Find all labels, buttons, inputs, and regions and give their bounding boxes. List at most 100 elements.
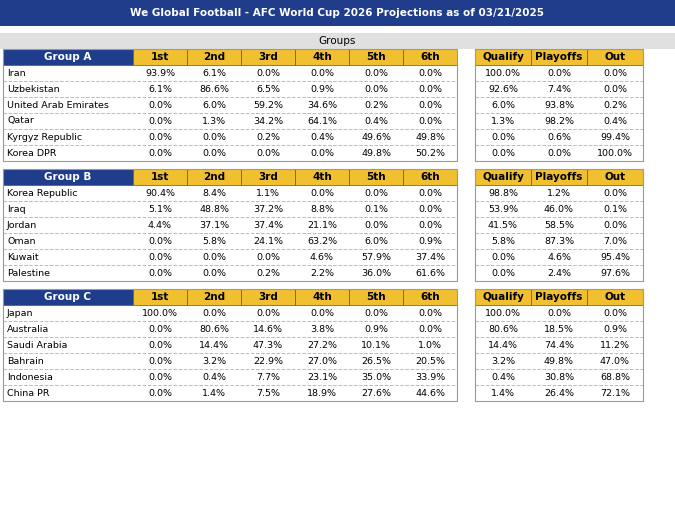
Text: 33.9%: 33.9% bbox=[415, 373, 445, 381]
Text: Qualify: Qualify bbox=[482, 52, 524, 62]
Text: 93.9%: 93.9% bbox=[145, 68, 175, 78]
Text: 0.0%: 0.0% bbox=[310, 189, 334, 197]
Bar bbox=[457, 145, 475, 161]
Text: Out: Out bbox=[604, 172, 626, 182]
Bar bbox=[241, 289, 295, 305]
Text: 0.0%: 0.0% bbox=[547, 308, 571, 317]
Text: 0.0%: 0.0% bbox=[256, 148, 280, 157]
Text: 4th: 4th bbox=[312, 172, 332, 182]
Text: 0.0%: 0.0% bbox=[603, 189, 627, 197]
Text: 80.6%: 80.6% bbox=[488, 325, 518, 333]
Text: 26.5%: 26.5% bbox=[361, 356, 391, 366]
Bar bbox=[457, 385, 475, 401]
Text: 92.6%: 92.6% bbox=[488, 84, 518, 93]
Bar bbox=[3, 305, 672, 321]
Text: 6.0%: 6.0% bbox=[202, 101, 226, 109]
Bar bbox=[457, 49, 475, 65]
Text: 100.0%: 100.0% bbox=[485, 308, 521, 317]
Bar bbox=[0, 0, 675, 26]
Text: 41.5%: 41.5% bbox=[488, 220, 518, 229]
Bar bbox=[457, 65, 475, 81]
Text: 0.0%: 0.0% bbox=[148, 341, 172, 350]
Text: 35.0%: 35.0% bbox=[361, 373, 391, 381]
Bar bbox=[3, 185, 672, 201]
Text: 0.0%: 0.0% bbox=[491, 148, 515, 157]
Text: 74.4%: 74.4% bbox=[544, 341, 574, 350]
Text: 95.4%: 95.4% bbox=[600, 253, 630, 262]
Bar bbox=[457, 337, 475, 353]
Bar bbox=[457, 305, 475, 321]
Text: 7.5%: 7.5% bbox=[256, 389, 280, 398]
Bar bbox=[3, 217, 672, 233]
Text: 0.0%: 0.0% bbox=[491, 268, 515, 278]
Bar bbox=[457, 369, 475, 385]
Text: 27.6%: 27.6% bbox=[361, 389, 391, 398]
Text: 99.4%: 99.4% bbox=[600, 132, 630, 142]
Text: Japan: Japan bbox=[7, 308, 34, 317]
Bar bbox=[531, 169, 587, 185]
Text: 37.2%: 37.2% bbox=[253, 205, 283, 214]
Bar bbox=[457, 201, 475, 217]
Bar bbox=[187, 169, 241, 185]
Text: 49.8%: 49.8% bbox=[415, 132, 445, 142]
Bar bbox=[3, 385, 672, 401]
Text: 36.0%: 36.0% bbox=[361, 268, 391, 278]
Bar bbox=[531, 289, 587, 305]
Text: 3rd: 3rd bbox=[258, 52, 278, 62]
Text: 0.0%: 0.0% bbox=[364, 220, 388, 229]
Text: 0.0%: 0.0% bbox=[364, 189, 388, 197]
Text: 0.0%: 0.0% bbox=[418, 220, 442, 229]
Text: 49.6%: 49.6% bbox=[361, 132, 391, 142]
Bar bbox=[3, 233, 672, 249]
Text: Out: Out bbox=[604, 292, 626, 302]
Bar bbox=[457, 113, 475, 129]
Text: 7.7%: 7.7% bbox=[256, 373, 280, 381]
Text: 6.0%: 6.0% bbox=[364, 237, 388, 245]
Text: 47.0%: 47.0% bbox=[600, 356, 630, 366]
Bar bbox=[3, 249, 672, 265]
Text: 0.4%: 0.4% bbox=[603, 117, 627, 126]
Bar bbox=[295, 169, 349, 185]
Text: 37.4%: 37.4% bbox=[415, 253, 445, 262]
Text: 20.5%: 20.5% bbox=[415, 356, 445, 366]
Text: Korea Republic: Korea Republic bbox=[7, 189, 78, 197]
Text: Iraq: Iraq bbox=[7, 205, 26, 214]
Text: 0.4%: 0.4% bbox=[202, 373, 226, 381]
Bar bbox=[3, 49, 133, 65]
Text: 0.4%: 0.4% bbox=[364, 117, 388, 126]
Text: 98.8%: 98.8% bbox=[488, 189, 518, 197]
Text: 0.0%: 0.0% bbox=[418, 84, 442, 93]
Text: 34.6%: 34.6% bbox=[307, 101, 337, 109]
Text: 21.1%: 21.1% bbox=[307, 220, 337, 229]
Text: 3rd: 3rd bbox=[258, 172, 278, 182]
Bar bbox=[475, 289, 643, 401]
Text: United Arab Emirates: United Arab Emirates bbox=[7, 101, 109, 109]
Text: 11.2%: 11.2% bbox=[600, 341, 630, 350]
Bar bbox=[187, 289, 241, 305]
Text: 6.5%: 6.5% bbox=[256, 84, 280, 93]
Text: 6.0%: 6.0% bbox=[491, 101, 515, 109]
Text: 0.0%: 0.0% bbox=[547, 68, 571, 78]
Text: We Global Football - AFC World Cup 2026 Projections as of 03/21/2025: We Global Football - AFC World Cup 2026 … bbox=[130, 8, 545, 18]
Bar bbox=[241, 169, 295, 185]
Text: 5.8%: 5.8% bbox=[491, 237, 515, 245]
Text: 63.2%: 63.2% bbox=[307, 237, 337, 245]
Text: Palestine: Palestine bbox=[7, 268, 50, 278]
Text: Iran: Iran bbox=[7, 68, 26, 78]
Text: 6th: 6th bbox=[420, 292, 440, 302]
Text: 18.5%: 18.5% bbox=[544, 325, 574, 333]
Text: Out: Out bbox=[604, 52, 626, 62]
Text: 2.4%: 2.4% bbox=[547, 268, 571, 278]
Text: 5th: 5th bbox=[366, 52, 386, 62]
Text: 48.8%: 48.8% bbox=[199, 205, 229, 214]
Text: 86.6%: 86.6% bbox=[199, 84, 229, 93]
Text: Playoffs: Playoffs bbox=[535, 292, 583, 302]
Text: 98.2%: 98.2% bbox=[544, 117, 574, 126]
Text: 44.6%: 44.6% bbox=[415, 389, 445, 398]
Text: 34.2%: 34.2% bbox=[253, 117, 283, 126]
Text: 100.0%: 100.0% bbox=[597, 148, 633, 157]
Text: 0.0%: 0.0% bbox=[202, 268, 226, 278]
Text: Kuwait: Kuwait bbox=[7, 253, 38, 262]
Text: 61.6%: 61.6% bbox=[415, 268, 445, 278]
Text: Jordan: Jordan bbox=[7, 220, 37, 229]
